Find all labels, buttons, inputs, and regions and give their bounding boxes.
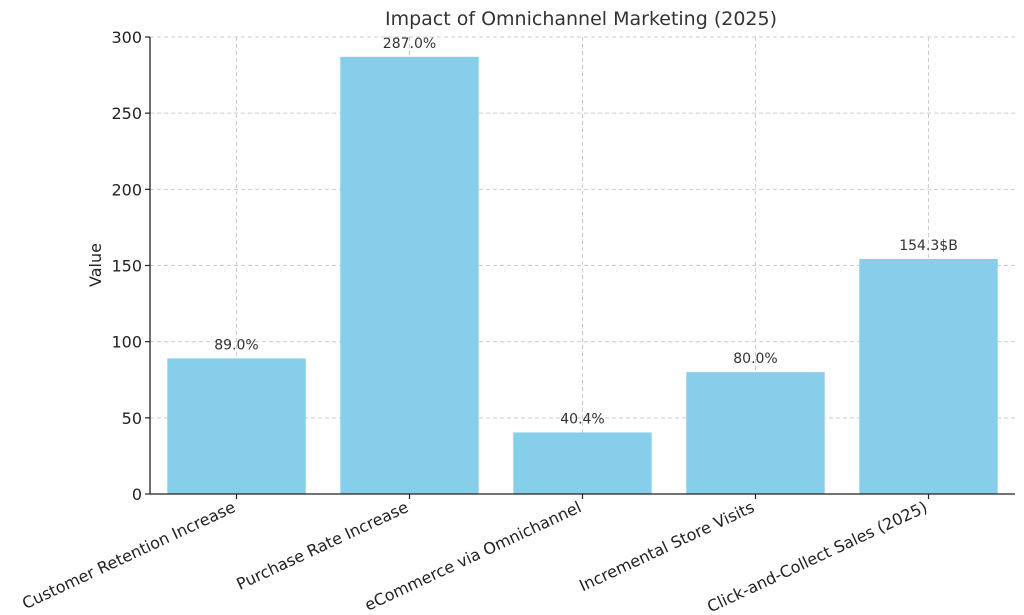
data-label: 40.4% (560, 411, 604, 427)
y-tick-label: 0 (132, 485, 142, 504)
y-tick-label: 200 (111, 180, 142, 199)
chart-title: Impact of Omnichannel Marketing (2025) (385, 8, 777, 30)
y-tick-label: 300 (111, 28, 142, 47)
y-tick-label: 250 (111, 104, 142, 123)
x-tick-label: Purchase Rate Increase (233, 497, 411, 593)
bar (686, 372, 825, 494)
data-label: 154.3$B (899, 238, 958, 254)
x-tick-label: Incremental Store Visits (576, 497, 757, 595)
data-label: 287.0% (383, 36, 436, 52)
bar (340, 56, 479, 494)
bar (167, 358, 306, 494)
axes (145, 36, 1015, 499)
bars (167, 56, 998, 494)
x-tick-label: Customer Retention Increase (19, 497, 238, 613)
y-tick-label: 150 (111, 257, 142, 276)
y-axis-label: Value (86, 243, 105, 287)
bar (513, 432, 652, 494)
data-label: 89.0% (214, 337, 258, 353)
labels: 0 50 100 150 200 250 300 89.0% Customer Retentio… (19, 28, 958, 615)
bar (859, 258, 998, 494)
y-tick-label: 50 (122, 409, 142, 428)
y-tick-label: 100 (111, 333, 142, 352)
data-label: 80.0% (733, 351, 777, 367)
